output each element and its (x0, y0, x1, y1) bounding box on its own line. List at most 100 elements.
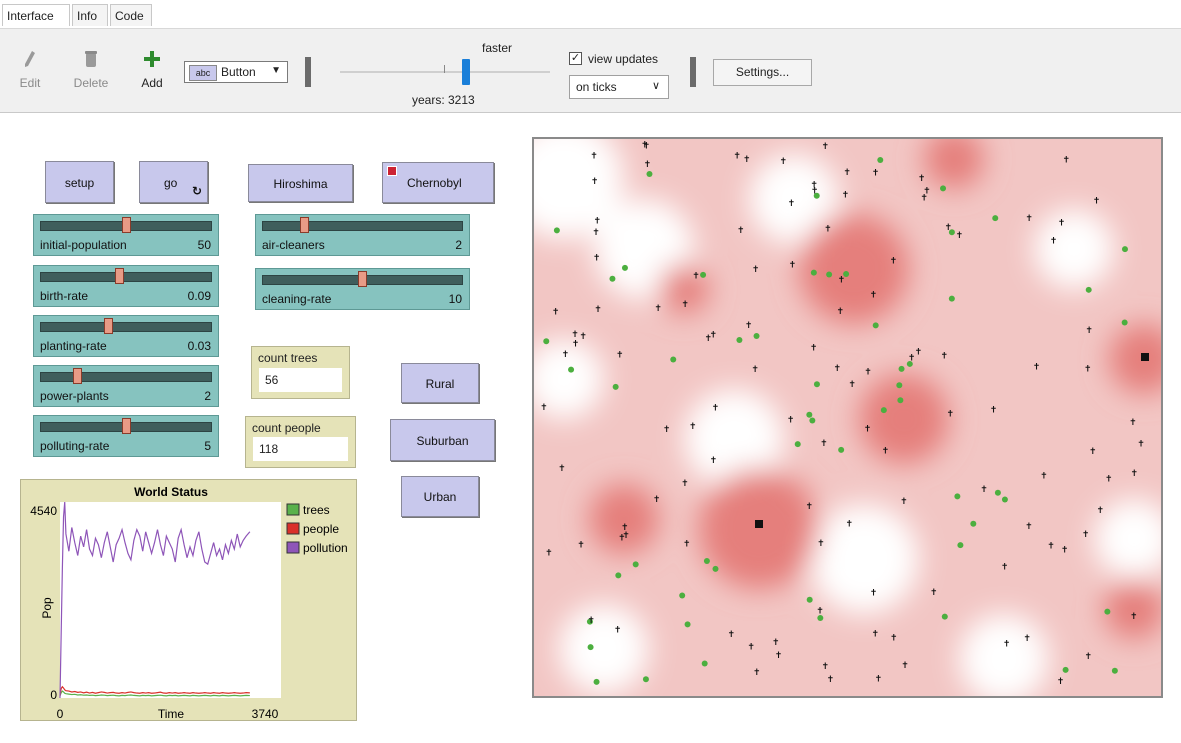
cleaning-rate-slider[interactable]: cleaning-rate 10 (255, 268, 470, 310)
person-icon: ✝ (745, 320, 753, 330)
person-icon: ✝ (1093, 196, 1101, 206)
y-axis-label: Pop (40, 597, 54, 619)
person-icon: ✝ (1084, 363, 1092, 373)
person-icon: ✝ (920, 193, 928, 203)
person-icon: ✝ (751, 364, 759, 374)
tree-icon (615, 572, 622, 579)
tree-icon (826, 271, 833, 278)
tree-icon (994, 489, 1001, 496)
world-view[interactable]: ✝ ✝ ✝ ✝ ✝ ✝ ✝ ✝ ✝ ✝ ✝ ✝ ✝ ✝ ✝ ✝ ✝ ✝ ✝ ✝ ✝ ✝ ✝ ✝ ✝ ✝ ✝ ✝ ✝ ✝ ✝ ✝ ✝ ✝ ✝ ✝ ✝ ✝ ✝ ✝… (532, 137, 1163, 698)
person-icon: ✝ (1105, 473, 1113, 483)
person-icon: ✝ (882, 445, 890, 455)
tab-interface[interactable]: Interface (2, 4, 70, 26)
slider-handle[interactable] (103, 318, 113, 334)
person-icon: ✝ (864, 424, 872, 434)
x-tick-max: 3740 (252, 707, 279, 721)
power-plants-slider[interactable]: power-plants 2 (33, 365, 219, 407)
initial-population-slider[interactable]: initial-population 50 (33, 214, 219, 256)
view-updates-checkbox[interactable]: ✓ (569, 52, 582, 65)
polluted-area (859, 374, 949, 464)
person-icon: ✝ (810, 343, 818, 353)
add-label: Add (141, 76, 163, 90)
person-icon: ✝ (875, 674, 883, 684)
delete-tool[interactable]: Delete (68, 49, 114, 90)
slider-handle[interactable] (114, 268, 124, 284)
legend-people: people (303, 522, 339, 536)
tree-icon (609, 275, 616, 282)
hiroshima-button[interactable]: Hiroshima (248, 164, 353, 202)
person-icon: ✝ (753, 667, 761, 677)
birth-rate-slider[interactable]: birth-rate 0.09 (33, 265, 219, 307)
legend-trees: trees (303, 503, 330, 517)
person-icon: ✝ (1130, 468, 1138, 478)
person-icon: ✝ (775, 650, 783, 660)
person-icon: ✝ (824, 224, 832, 234)
speed-slider-track[interactable] (340, 71, 550, 73)
person-icon: ✝ (779, 156, 787, 166)
slider-handle[interactable] (72, 368, 82, 384)
person-icon: ✝ (1025, 213, 1033, 223)
tree-icon (1001, 496, 1008, 503)
slider-handle[interactable] (300, 217, 310, 233)
tree-icon (940, 185, 947, 192)
tree-icon (642, 676, 649, 683)
tree-icon (1104, 608, 1111, 615)
series-line-pollution (59, 501, 251, 699)
air-cleaners-slider[interactable]: air-cleaners 2 (255, 214, 470, 256)
add-tool[interactable]: Add (136, 49, 168, 90)
radiation-icon (387, 166, 397, 176)
suburban-button[interactable]: Suburban (390, 419, 495, 461)
tree-icon (813, 381, 820, 388)
tab-info[interactable]: Info (72, 4, 108, 26)
person-icon: ✝ (681, 478, 689, 488)
tree-icon (1062, 666, 1069, 673)
slider-handle[interactable] (121, 418, 131, 434)
clean-area (559, 604, 649, 694)
slider-value: 50 (197, 238, 211, 252)
go-button[interactable]: go ↻ (139, 161, 208, 203)
plot-area (60, 502, 281, 698)
update-mode-select[interactable]: on ticks ∨ (569, 75, 669, 99)
settings-button[interactable]: Settings... (713, 59, 812, 86)
tree-icon (543, 338, 550, 345)
tab-code[interactable]: Code (110, 4, 152, 26)
widget-type-dropdown[interactable]: abc Button ▼ (184, 61, 288, 83)
rural-button[interactable]: Rural (401, 363, 479, 403)
setup-button[interactable]: setup (45, 161, 114, 203)
tree-icon (906, 360, 913, 367)
urban-button[interactable]: Urban (401, 476, 479, 517)
tree-icon (753, 333, 760, 340)
world-canvas[interactable]: ✝ ✝ ✝ ✝ ✝ ✝ ✝ ✝ ✝ ✝ ✝ ✝ ✝ ✝ ✝ ✝ ✝ ✝ ✝ ✝ ✝ ✝ ✝ ✝ ✝ ✝ ✝ ✝ ✝ ✝ ✝ ✝ ✝ ✝ ✝ ✝ ✝ ✝ ✝ ✝… (534, 139, 1161, 696)
person-icon: ✝ (788, 198, 796, 208)
x-tick-min: 0 (57, 707, 64, 721)
edit-tool[interactable]: Edit (14, 49, 46, 90)
person-icon: ✝ (1061, 545, 1069, 555)
slider-label: birth-rate (40, 289, 89, 303)
slider-handle[interactable] (358, 271, 367, 287)
trash-icon (85, 51, 97, 67)
person-icon: ✝ (980, 484, 988, 494)
person-icon: ✝ (990, 405, 998, 415)
person-icon: ✝ (654, 303, 662, 313)
plot-legend: trees people pollution (286, 503, 348, 555)
planting-rate-slider[interactable]: planting-rate 0.03 (33, 315, 219, 357)
person-icon: ✝ (653, 494, 661, 504)
polluting-rate-slider[interactable]: polluting-rate 5 (33, 415, 219, 457)
person-icon: ✝ (836, 306, 844, 316)
person-icon: ✝ (930, 587, 938, 597)
tree-icon (794, 441, 801, 448)
person-icon: ✝ (577, 539, 585, 549)
tree-icon (712, 565, 719, 572)
speed-slider-handle[interactable] (462, 59, 470, 85)
slider-handle[interactable] (121, 217, 131, 233)
legend-swatch-pollution (286, 541, 300, 554)
slider-label: power-plants (40, 389, 109, 403)
person-icon: ✝ (692, 271, 700, 281)
person-icon: ✝ (587, 615, 595, 625)
chevron-down-icon: ∨ (651, 80, 660, 92)
person-icon: ✝ (834, 363, 842, 373)
chernobyl-button[interactable]: Chernobyl (382, 162, 494, 203)
tree-icon (817, 615, 824, 622)
person-icon: ✝ (848, 379, 856, 389)
tree-icon (809, 417, 816, 424)
